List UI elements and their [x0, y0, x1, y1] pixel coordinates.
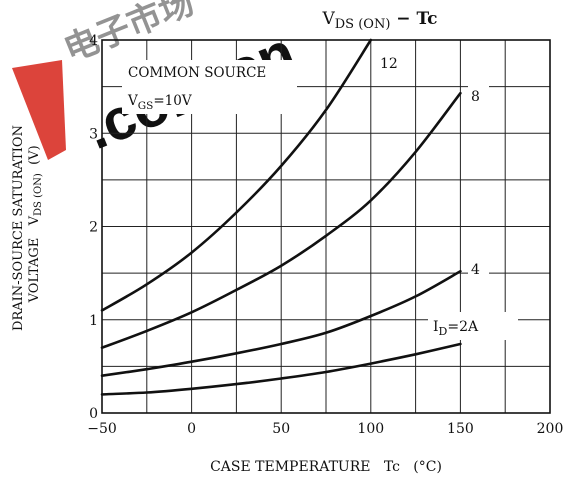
series-line-2 [100, 342, 462, 396]
x-tick-labels: −50 0 50 100 150 200 [87, 421, 563, 437]
y-axis-label-main: VOLTAGE V [27, 215, 42, 303]
x-tick-label: 200 [537, 421, 564, 437]
id-label-rest: =2A [447, 319, 479, 335]
y-tick-label: 4 [89, 33, 98, 49]
plot-frame [101, 39, 551, 414]
series-label-box-8 [468, 85, 489, 107]
title-subscript: DS (ON) [335, 17, 391, 32]
y-tick-label: 0 [89, 406, 98, 422]
y-axis-label-unit: (V) [27, 145, 42, 173]
annotation-background [122, 60, 297, 114]
series-label-12: 12 [380, 56, 398, 72]
id-label-main: I [433, 319, 439, 335]
annotation-vgs-rest: =10V [153, 93, 191, 109]
series-label-box-12 [376, 50, 403, 74]
series-line-8 [100, 91, 462, 349]
annotation-vgs-main: V [127, 93, 138, 109]
watermark-cjk-text: 电子市场 [58, 0, 199, 69]
y-axis-label-line1: DRAIN-SOURCE SATURATION [11, 125, 26, 331]
series-label-4: 4 [471, 262, 480, 278]
chart-title: VDS (ON) − Tc [321, 9, 437, 32]
y-axis-label-subscript: DS (ON) [33, 173, 44, 216]
x-tick-label: 0 [187, 421, 196, 437]
y-tick-label: 3 [89, 126, 98, 142]
y-tick-label: 2 [89, 220, 98, 236]
y-tick-labels: 0 1 2 3 4 [89, 33, 98, 422]
annotation-vgs-subscript: GS [138, 100, 154, 112]
series-label-id: ID=2A [433, 319, 479, 338]
x-tick-label: 100 [357, 421, 384, 437]
series-label-8: 8 [471, 89, 480, 105]
annotation-vgs: VGS=10V [127, 93, 192, 112]
y-tick-label: 1 [89, 313, 98, 329]
y-axis-label-line2: VOLTAGE VDS (ON) (V) [27, 116, 44, 339]
series-line-4 [100, 270, 462, 377]
x-tick-label: −50 [87, 421, 117, 437]
chart-series [100, 38, 462, 396]
watermark-stamp [12, 60, 66, 160]
x-axis-label: CASE TEMPERATURE Tc (°C) [210, 459, 442, 475]
x-tick-label: 150 [447, 421, 474, 437]
annotation-common-source: COMMON SOURCE [128, 65, 266, 81]
series-line-12 [100, 38, 373, 312]
title-main: V [321, 9, 335, 29]
id-label-subscript: D [439, 325, 448, 338]
id-label-box [428, 312, 518, 340]
series-label-box-4 [468, 258, 489, 280]
title-rest: − Tc [390, 9, 437, 29]
x-tick-label: 50 [272, 421, 290, 437]
